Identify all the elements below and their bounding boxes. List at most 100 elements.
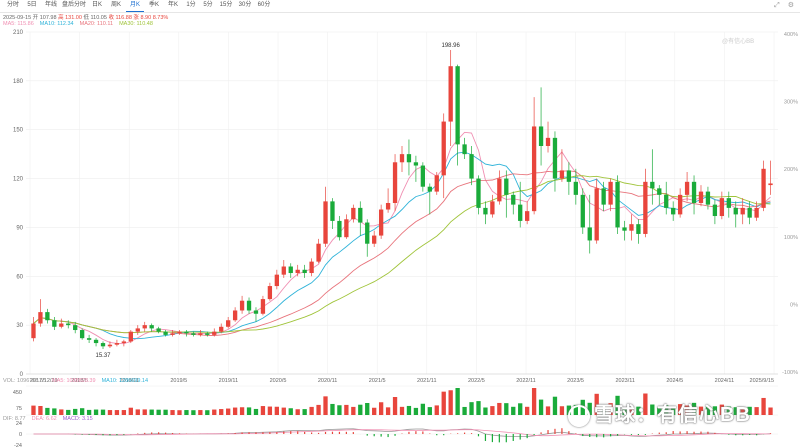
tab-9[interactable]: 1分 [186, 2, 196, 8]
macd-bar [304, 431, 306, 434]
macd-bar [637, 434, 640, 436]
volume-bar [712, 406, 718, 415]
macd-bar [769, 433, 772, 434]
macd-bar [436, 434, 438, 436]
candle-body [274, 274, 279, 287]
candle-body [79, 330, 85, 339]
macd-bar [457, 433, 459, 434]
volume-bar [302, 409, 307, 415]
candle-body [490, 201, 495, 215]
x-tick-label: 2024/11 [715, 378, 734, 384]
tab-5[interactable]: 周K [110, 2, 121, 8]
candle-body [365, 222, 370, 244]
candle-body [483, 207, 488, 215]
candle-body [698, 191, 704, 203]
tab-3[interactable]: 盘后分时 [61, 2, 86, 8]
candle-body [184, 331, 189, 334]
macd-bar [255, 432, 257, 434]
macd-bar [609, 434, 612, 437]
vol-tick-label: 75 [16, 406, 22, 412]
volume-bar [226, 408, 231, 415]
candle-body [295, 269, 300, 274]
volume-bar [372, 407, 377, 415]
volume-bar [198, 410, 203, 415]
macd-bar [290, 431, 292, 434]
tab-8[interactable]: 年K [167, 2, 178, 8]
vol-tick-label: 450 [13, 390, 22, 396]
candle-body [156, 328, 161, 332]
volume-bar [156, 409, 161, 415]
macd-bar [547, 430, 549, 434]
candle-body [372, 235, 377, 244]
volume-bar [622, 408, 627, 415]
candle-body [629, 224, 634, 231]
candle-body [73, 325, 78, 331]
candle-body [719, 198, 725, 217]
candle-body [740, 207, 745, 215]
candle-body [121, 341, 127, 344]
x-tick-label: 2019/11 [219, 378, 238, 384]
volume-bar [650, 404, 655, 415]
macd-bar [707, 431, 709, 434]
candle-body [281, 266, 286, 275]
candle-body [232, 310, 238, 321]
y-tick-label: 90 [16, 225, 23, 231]
candle-body [684, 181, 690, 195]
volume-bar [330, 403, 335, 415]
tab-10[interactable]: 5分 [203, 2, 213, 8]
macd-bar [665, 432, 667, 434]
volume-bar [184, 410, 189, 415]
macd-bar [554, 428, 556, 434]
info-percent: 8.73% [152, 15, 169, 21]
volume-bar [149, 409, 154, 415]
volume-bar [552, 396, 558, 415]
expand-icon[interactable]: ⤢ [774, 2, 780, 9]
volume-bar [761, 397, 766, 415]
tab-4[interactable]: 日K [91, 2, 102, 8]
macd-bar [672, 431, 674, 434]
macd-bar [317, 432, 320, 434]
candle-body [671, 207, 676, 215]
volume-bar [531, 388, 537, 415]
volume-bar [399, 406, 405, 415]
tab-7[interactable]: 季K [148, 2, 159, 8]
volume-bar [38, 406, 43, 415]
tab-13[interactable]: 60分 [257, 2, 271, 8]
volume-bar [664, 405, 669, 415]
tab-1[interactable]: 5日 [27, 2, 37, 8]
tab-2[interactable]: 年线 [44, 2, 57, 8]
volume-bar [114, 410, 120, 415]
candle-body [476, 178, 481, 208]
tab-0[interactable]: 分时 [6, 2, 19, 8]
macd-bar [352, 432, 354, 434]
macd-bar [81, 434, 83, 435]
volume-bar [52, 408, 57, 415]
macd-bar [95, 434, 97, 435]
ma-legend-item-3: MA30: 110.48 [119, 21, 153, 27]
candle-body [142, 325, 147, 329]
volume-bar [142, 409, 147, 415]
tab-12[interactable]: 30分 [238, 2, 252, 8]
tab-6[interactable]: 月K [126, 0, 144, 12]
macd-bar [387, 434, 389, 438]
volume-bar [448, 390, 453, 415]
right-tick-label: -100% [782, 370, 798, 376]
macd-bar [443, 434, 445, 436]
volume-bar [740, 407, 745, 415]
ma-legend-item-2: MA20: 110.11 [79, 21, 114, 27]
ma20-line [33, 170, 771, 336]
volume-bar [59, 409, 64, 415]
macd-bar [477, 434, 480, 437]
volume-bar [726, 406, 731, 415]
x-tick-label: 2022/11 [516, 378, 535, 384]
y-tick-label: 150 [13, 128, 24, 134]
settings-icon[interactable]: ⚙ [787, 2, 794, 9]
volume-bar [615, 395, 620, 415]
macd-bar [88, 434, 90, 435]
watermark-top: @有信心BB [722, 39, 755, 45]
tab-11[interactable]: 15分 [219, 2, 233, 8]
candle-body [219, 326, 224, 332]
x-tick-label: 2020/5 [270, 378, 287, 384]
candle-body [302, 269, 307, 274]
